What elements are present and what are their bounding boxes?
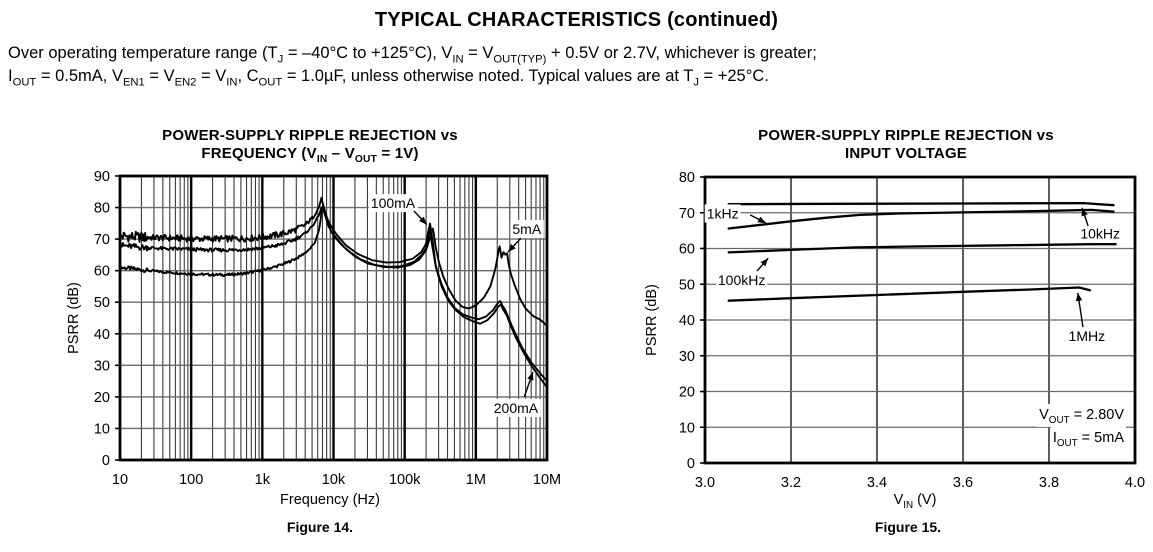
svg-text:20: 20 bbox=[94, 390, 110, 406]
page-title: TYPICAL CHARACTERISTICS (continued) bbox=[374, 9, 779, 31]
svg-text:0: 0 bbox=[102, 453, 110, 469]
svg-text:10: 10 bbox=[112, 472, 128, 488]
svg-text:3.6: 3.6 bbox=[953, 475, 973, 491]
conditions-text: Over operating temperature range (TJ = –… bbox=[8, 42, 1138, 87]
svg-text:3.4: 3.4 bbox=[867, 475, 887, 491]
svg-text:5mA: 5mA bbox=[512, 221, 541, 237]
svg-text:100k: 100k bbox=[389, 472, 421, 488]
svg-text:1M: 1M bbox=[466, 472, 486, 488]
svg-text:70: 70 bbox=[679, 206, 695, 222]
svg-text:100mA: 100mA bbox=[371, 195, 416, 211]
svg-text:20: 20 bbox=[679, 385, 695, 401]
svg-text:4.0: 4.0 bbox=[1125, 475, 1145, 491]
svg-text:100: 100 bbox=[179, 472, 203, 488]
svg-text:90: 90 bbox=[94, 169, 110, 185]
svg-text:0: 0 bbox=[687, 456, 695, 472]
svg-text:10: 10 bbox=[94, 421, 110, 437]
svg-text:1MHz: 1MHz bbox=[1069, 328, 1106, 344]
psrr-vs-input-voltage-chart: 0 10 20 30 40 50 60 70 80 3.0 3.2 3.4 3.6 3.8 4.0 1kHz 1… bbox=[679, 170, 1145, 491]
fig15-title-line2: INPUT VOLTAGE bbox=[844, 144, 968, 162]
fig14-title-line1: POWER-SUPPLY RIPPLE REJECTION vs bbox=[162, 127, 458, 144]
svg-text:100kHz: 100kHz bbox=[718, 272, 765, 288]
svg-text:80: 80 bbox=[679, 170, 695, 186]
svg-text:50: 50 bbox=[94, 295, 110, 311]
fig15-x-axis-label: VIN (V) bbox=[893, 492, 937, 511]
svg-text:30: 30 bbox=[94, 358, 110, 374]
svg-text:3.0: 3.0 bbox=[695, 475, 715, 491]
svg-text:50: 50 bbox=[679, 277, 695, 293]
svg-text:3.8: 3.8 bbox=[1039, 475, 1059, 491]
conditions-line-1: Over operating temperature range (TJ = –… bbox=[8, 44, 817, 66]
fig14-title-line2: FREQUENCY (VIN – VOUT = 1V) bbox=[201, 144, 419, 165]
svg-text:80: 80 bbox=[94, 201, 110, 217]
svg-text:40: 40 bbox=[679, 313, 695, 329]
svg-text:10kHz: 10kHz bbox=[1080, 225, 1120, 241]
svg-text:3.2: 3.2 bbox=[781, 475, 801, 491]
fig15-title-line1: POWER-SUPPLY RIPPLE REJECTION vs bbox=[758, 127, 1054, 144]
svg-text:200mA: 200mA bbox=[494, 400, 539, 416]
fig14-title: POWER-SUPPLY RIPPLE REJECTION vs FREQUEN… bbox=[110, 127, 510, 165]
conditions-line-2: IOUT = 0.5mA, VEN1 = VEN2 = VIN, COUT = … bbox=[8, 66, 769, 88]
svg-text:40: 40 bbox=[94, 327, 110, 343]
fig14-x-axis-label: Frequency (Hz) bbox=[280, 492, 380, 508]
fig15-title: POWER-SUPPLY RIPPLE REJECTION vs INPUT V… bbox=[706, 127, 1106, 162]
svg-text:1kHz: 1kHz bbox=[707, 205, 739, 221]
fig15-note-iout: IOUT = 5mA bbox=[1037, 427, 1126, 450]
fig14-caption: Figure 14. bbox=[286, 519, 354, 535]
svg-text:70: 70 bbox=[94, 232, 110, 248]
svg-text:60: 60 bbox=[94, 264, 110, 280]
svg-text:60: 60 bbox=[679, 242, 695, 258]
fig15-conditions-note: VOUT = 2.80V IOUT = 5mA bbox=[1037, 404, 1126, 450]
svg-text:10M: 10M bbox=[533, 472, 561, 488]
fig15-caption: Figure 15. bbox=[874, 519, 942, 535]
svg-text:10: 10 bbox=[679, 420, 695, 436]
svg-text:10k: 10k bbox=[322, 472, 346, 488]
svg-text:1k: 1k bbox=[255, 472, 271, 488]
fig15-note-vout: VOUT = 2.80V bbox=[1037, 404, 1126, 427]
svg-text:30: 30 bbox=[679, 349, 695, 365]
